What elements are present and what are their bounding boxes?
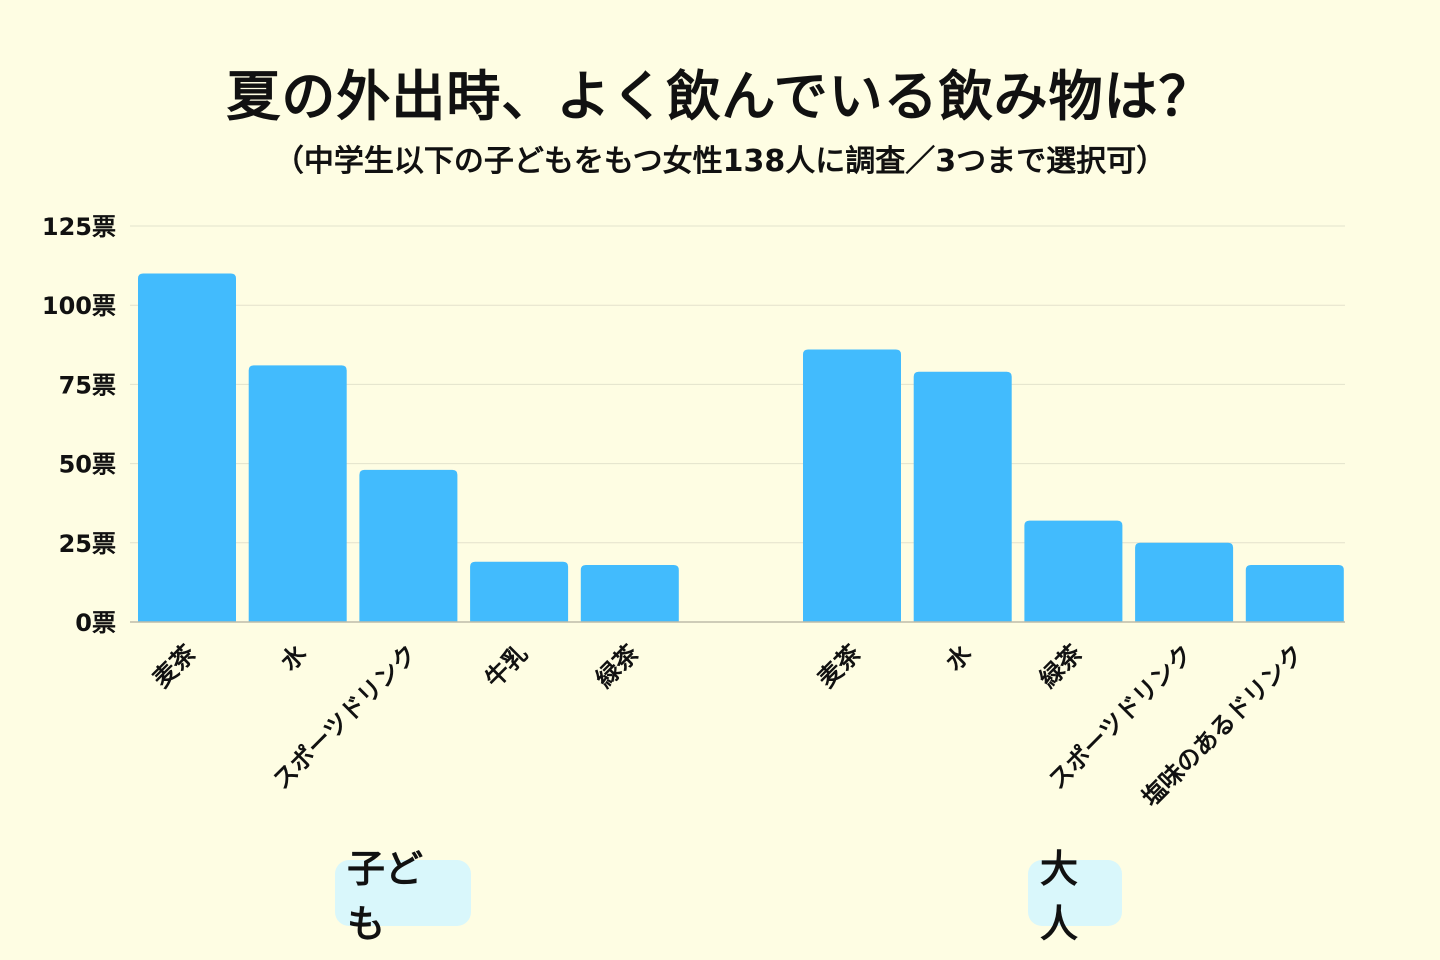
x-category-label: 緑茶 [590, 639, 644, 693]
group-label-adults: 大人 [1028, 847, 1122, 946]
x-category-label: 牛乳 [480, 639, 534, 693]
x-category-label: 水 [275, 639, 312, 676]
bar-children-3 [470, 561, 569, 622]
bar-adults-0 [803, 349, 901, 622]
bars [138, 273, 1344, 622]
y-tick-label: 25票 [59, 530, 116, 558]
chart-title: 夏の外出時、よく飲んでいる飲み物は？ [226, 65, 1214, 128]
group-label-children: 子ども [335, 847, 471, 946]
x-category-label: 麦茶 [148, 639, 202, 693]
bar-children-0 [138, 273, 236, 622]
bar-adults-1 [913, 371, 1012, 622]
y-tick-label: 125票 [42, 213, 116, 241]
y-tick-label: 75票 [59, 371, 116, 399]
y-tick-label: 0票 [75, 609, 116, 637]
bar-adults-2 [1024, 520, 1123, 622]
bar-children-2 [359, 469, 458, 622]
bar-children-4 [580, 564, 679, 622]
bar-adults-3 [1135, 542, 1234, 622]
x-category-label: 緑茶 [1034, 639, 1088, 693]
y-tick-label: 50票 [59, 451, 116, 479]
bar-adults-4 [1245, 564, 1344, 622]
x-category-label: 麦茶 [813, 639, 867, 693]
x-axis-labels: 麦茶 水スポーツドリンク 牛乳 緑茶 麦茶水緑茶スポーツドリンク塩味のあるドリンク [148, 639, 1310, 812]
bar-children-1 [248, 365, 347, 622]
y-axis-ticks: 0票 25票 50票 75票 100票 125票 [42, 213, 116, 637]
x-category-label: 水 [940, 639, 977, 676]
y-tick-label: 100票 [42, 292, 116, 320]
chart-subtitle: （中学生以下の子どもをもつ女性138人に調査／3つまで選択可） [273, 144, 1167, 179]
